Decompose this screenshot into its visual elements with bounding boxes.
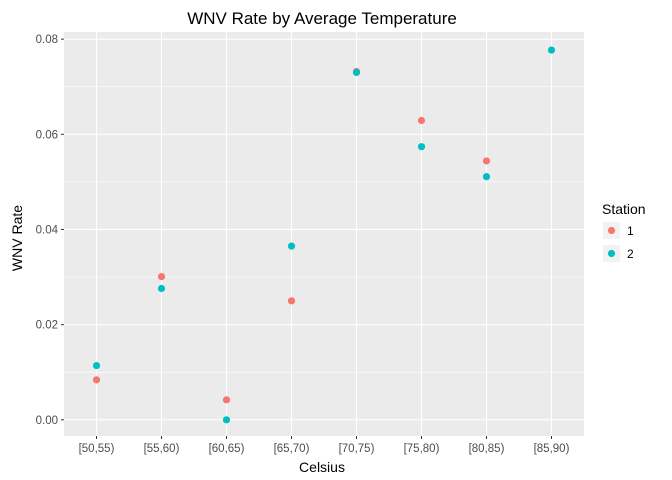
point-station-1 — [482, 157, 491, 165]
point-station-2 — [352, 68, 361, 77]
point-station-2 — [92, 361, 101, 370]
y-tick-label: 0.04 — [36, 224, 59, 236]
x-tick-label: [80,85) — [469, 443, 505, 455]
point-station-2 — [547, 46, 556, 54]
y-tick-label: 0.00 — [36, 415, 58, 427]
point-station-2 — [417, 143, 426, 151]
legend-label-1: 1 — [627, 224, 634, 238]
y-axis-title: WNV Rate — [9, 205, 25, 271]
x-tick-label: [60,65) — [209, 443, 245, 455]
point-station-1 — [287, 297, 296, 305]
x-tick-label: [50,55) — [79, 443, 115, 455]
point-station-2 — [222, 416, 231, 424]
x-tick-label: [70,75) — [339, 443, 375, 455]
y-tick-label: 0.06 — [36, 129, 58, 141]
legend-key-1 — [607, 226, 616, 235]
point-station-1 — [157, 272, 166, 281]
point-station-1 — [92, 376, 101, 384]
y-tick-label: 0.02 — [36, 320, 58, 332]
x-tick-label: [65,70) — [274, 443, 310, 455]
x-axis: [50,55) [55,60) [60,65) [65,70) [70,75) [75,8… — [79, 436, 570, 455]
x-tick-label: [75,80) — [404, 443, 440, 455]
point-station-1 — [222, 396, 231, 404]
plot-panel — [64, 32, 584, 436]
y-axis: 0.00 0.02 0.04 0.06 0.08 — [36, 34, 64, 427]
legend: Station 1 2 — [602, 201, 646, 262]
data-points — [92, 46, 556, 424]
x-tick-label: [55,60) — [144, 443, 180, 455]
chart-title: WNV Rate by Average Temperature — [187, 9, 457, 28]
legend-title: Station — [602, 201, 646, 217]
legend-label-2: 2 — [627, 247, 634, 261]
y-tick-label: 0.08 — [36, 34, 58, 46]
x-axis-title: Celsius — [299, 459, 345, 475]
point-station-2 — [157, 284, 166, 293]
point-station-2 — [482, 173, 491, 181]
point-station-1 — [417, 116, 426, 125]
x-tick-label: [85,90) — [534, 443, 570, 455]
point-station-2 — [287, 242, 296, 250]
legend-key-2 — [607, 249, 616, 258]
